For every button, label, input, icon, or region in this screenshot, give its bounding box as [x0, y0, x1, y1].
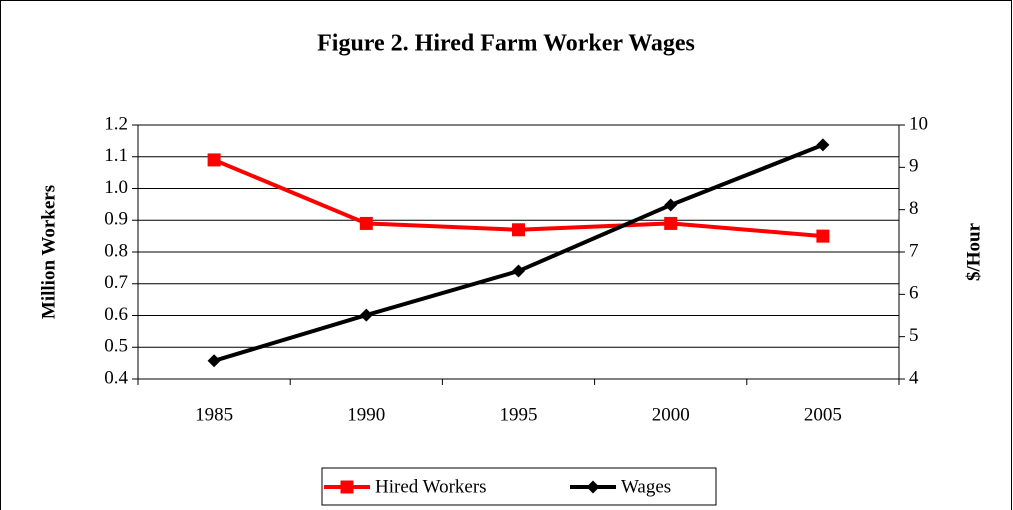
series-line [213, 143, 824, 363]
y-tick-label: 1.0 [104, 177, 128, 198]
y2-tick-label: 6 [909, 283, 919, 304]
data-point [359, 308, 373, 322]
data-point [816, 138, 830, 152]
y2-tick-label: 9 [909, 156, 919, 177]
y-tick-label: 0.9 [104, 209, 128, 230]
y2-tick-label: 7 [909, 240, 919, 261]
data-point [359, 216, 373, 230]
data-point [816, 229, 830, 243]
legend-marker [340, 480, 354, 494]
x-tick-label: 1985 [195, 404, 233, 425]
y2-tick-label: 10 [909, 113, 928, 134]
legend-box [321, 467, 717, 506]
data-point [664, 198, 678, 212]
data-point [207, 153, 221, 167]
y2-tick-label: 8 [909, 198, 919, 219]
data-point [512, 264, 525, 278]
legend-marker [586, 480, 600, 494]
y-tick-label: 0.4 [104, 367, 128, 388]
legend-label: Hired Workers [375, 476, 487, 497]
x-tick-label: 1990 [347, 404, 385, 425]
data-point [512, 223, 525, 237]
y-tick-label: 1.1 [104, 145, 128, 166]
y2-axis-title: $/Hour [963, 222, 984, 281]
legend-label: Wages [621, 476, 671, 497]
data-point [207, 354, 221, 368]
x-tick-label: 2005 [804, 404, 842, 425]
y-tick-label: 1.2 [104, 113, 128, 134]
chart-title: Figure 2. Hired Farm Worker Wages [317, 31, 695, 57]
y-tick-label: 0.7 [104, 272, 128, 293]
y-tick-label: 0.5 [104, 336, 128, 357]
data-point [664, 216, 678, 230]
y-tick-label: 0.8 [104, 240, 128, 261]
y2-tick-label: 4 [909, 367, 919, 388]
y-tick-label: 0.6 [104, 304, 128, 325]
y2-tick-label: 5 [909, 325, 919, 346]
x-tick-label: 1995 [500, 404, 538, 425]
x-tick-label: 2000 [652, 404, 690, 425]
y-axis-title: Million Workers [38, 185, 59, 319]
